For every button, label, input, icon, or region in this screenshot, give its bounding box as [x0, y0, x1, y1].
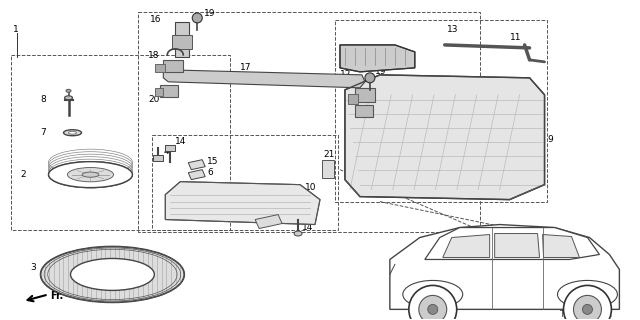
Circle shape: [409, 285, 457, 320]
Polygon shape: [188, 160, 205, 170]
Polygon shape: [163, 70, 365, 88]
Bar: [163, 60, 183, 72]
Text: 15: 15: [207, 157, 219, 166]
Bar: [138, 12, 479, 232]
Text: 2: 2: [20, 170, 26, 179]
Text: 20: 20: [148, 95, 160, 104]
Text: 18: 18: [148, 52, 160, 60]
Circle shape: [419, 295, 447, 320]
Text: 7: 7: [40, 128, 46, 137]
Polygon shape: [188, 170, 205, 180]
Text: 20: 20: [348, 80, 359, 89]
Text: 9: 9: [548, 135, 554, 144]
Bar: [156, 64, 165, 72]
Text: 10: 10: [305, 183, 317, 192]
Polygon shape: [443, 235, 490, 258]
Text: 3: 3: [31, 263, 36, 272]
Polygon shape: [543, 235, 579, 258]
Bar: [335, 20, 547, 202]
Text: 19: 19: [375, 67, 387, 76]
Bar: [355, 88, 375, 102]
Text: 11: 11: [509, 33, 521, 43]
Text: 13: 13: [447, 25, 458, 35]
Ellipse shape: [403, 280, 463, 308]
Circle shape: [573, 295, 602, 320]
Circle shape: [582, 304, 593, 314]
Bar: [165, 145, 175, 151]
Bar: [154, 155, 163, 161]
Polygon shape: [425, 228, 600, 260]
Ellipse shape: [40, 246, 184, 302]
Bar: [322, 160, 334, 178]
Polygon shape: [345, 75, 545, 200]
Polygon shape: [390, 225, 620, 309]
Text: 8: 8: [40, 95, 46, 104]
Text: 12: 12: [340, 70, 351, 79]
Ellipse shape: [49, 162, 132, 188]
Ellipse shape: [82, 172, 99, 177]
Polygon shape: [495, 234, 540, 258]
Text: 17: 17: [240, 63, 252, 72]
Text: 6: 6: [207, 168, 213, 177]
Polygon shape: [165, 182, 320, 225]
Text: TY24Z1000C: TY24Z1000C: [559, 310, 612, 319]
Bar: [348, 94, 358, 104]
Ellipse shape: [557, 280, 618, 308]
Circle shape: [563, 285, 611, 320]
Bar: [152, 135, 338, 229]
Circle shape: [192, 13, 202, 23]
Text: 14: 14: [302, 223, 314, 232]
Text: Fr.: Fr.: [51, 292, 64, 301]
Text: 5: 5: [245, 215, 251, 224]
Polygon shape: [255, 215, 282, 228]
Ellipse shape: [66, 89, 71, 92]
Text: 16: 16: [150, 15, 162, 24]
Text: 19: 19: [204, 10, 216, 19]
Text: 21: 21: [323, 150, 334, 159]
Bar: [161, 85, 179, 97]
Text: 18: 18: [375, 103, 387, 112]
Bar: [172, 35, 192, 49]
Ellipse shape: [63, 130, 81, 136]
Bar: [156, 88, 163, 96]
Polygon shape: [340, 45, 415, 72]
Text: 1: 1: [13, 25, 19, 35]
Text: 14: 14: [175, 137, 187, 146]
Text: 4: 4: [163, 147, 169, 156]
Ellipse shape: [67, 167, 113, 182]
Ellipse shape: [294, 231, 302, 236]
Bar: [355, 105, 373, 117]
Circle shape: [428, 304, 438, 314]
Ellipse shape: [65, 96, 72, 100]
Ellipse shape: [68, 131, 77, 134]
Ellipse shape: [49, 162, 132, 188]
Bar: [11, 55, 230, 229]
Circle shape: [365, 73, 375, 83]
Bar: [175, 22, 189, 57]
Ellipse shape: [70, 259, 154, 291]
